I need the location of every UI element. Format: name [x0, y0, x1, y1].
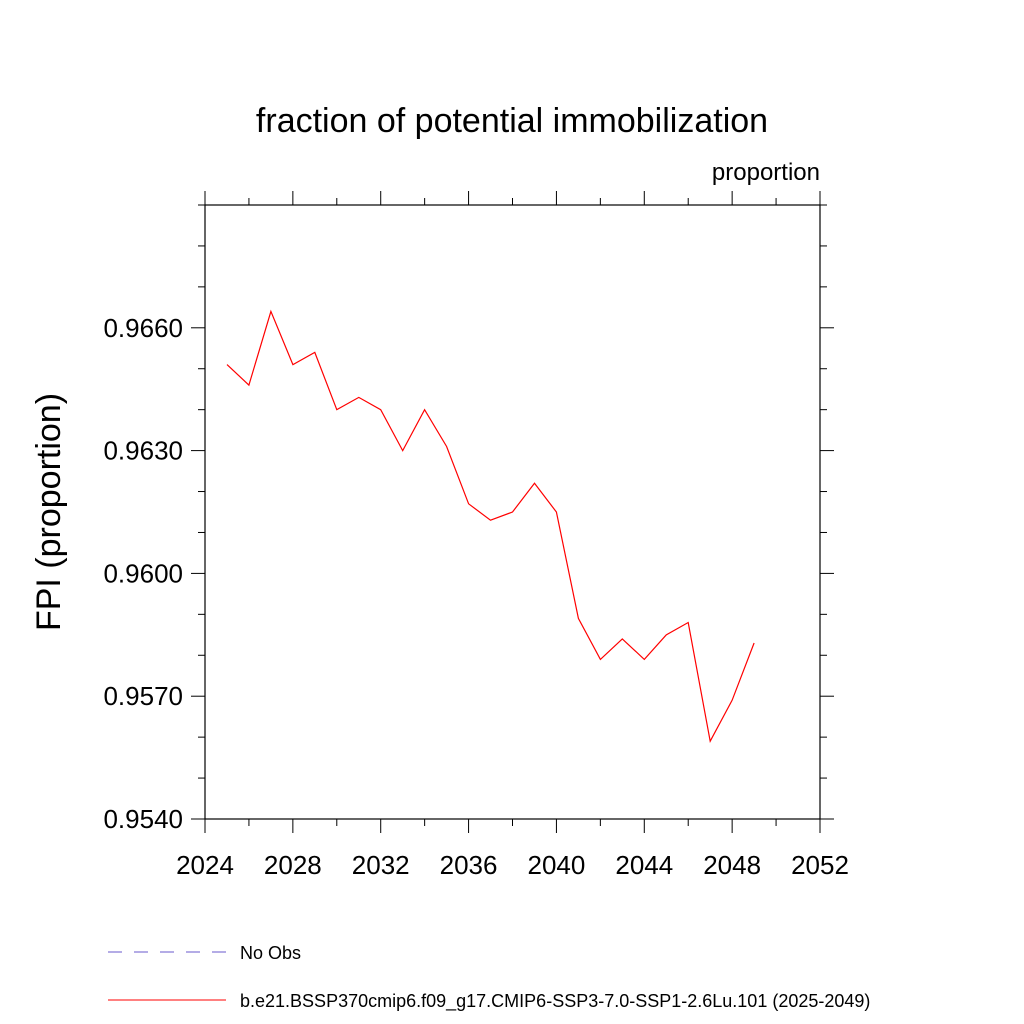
- x-tick-label: 2048: [703, 850, 761, 880]
- legend: No Obs b.e21.BSSP370cmip6.f09_g17.CMIP6-…: [108, 943, 870, 1012]
- y-tick-label: 0.9540: [103, 804, 183, 834]
- series-group: [226, 309, 755, 743]
- units-label: proportion: [712, 159, 820, 186]
- x-tick-label: 2032: [352, 850, 410, 880]
- x-tick-label: 2040: [528, 850, 586, 880]
- y-tick-label: 0.9630: [103, 436, 183, 466]
- axis-ticks: [191, 191, 834, 833]
- x-tick-label: 2036: [440, 850, 498, 880]
- y-tick-label: 0.9660: [103, 313, 183, 343]
- x-tick-label: 2028: [264, 850, 322, 880]
- series-line: [226, 309, 755, 743]
- x-tick-labels: 2024 2028 2032 2036 2040 2044 2048 2052: [176, 850, 849, 880]
- x-tick-label: 2052: [791, 850, 849, 880]
- chart-title: fraction of potential immobilization: [256, 102, 768, 140]
- legend-label-no-obs: No Obs: [240, 943, 301, 963]
- y-tick-labels: 0.9540 0.9570 0.9600 0.9630 0.9660: [103, 313, 183, 834]
- legend-label-model: b.e21.BSSP370cmip6.f09_g17.CMIP6-SSP3-7.…: [240, 991, 870, 1012]
- y-axis-title: FPI (proportion): [30, 393, 68, 631]
- x-tick-label: 2044: [615, 850, 673, 880]
- y-tick-label: 0.9600: [103, 558, 183, 588]
- y-tick-label: 0.9570: [103, 681, 183, 711]
- x-tick-label: 2024: [176, 850, 234, 880]
